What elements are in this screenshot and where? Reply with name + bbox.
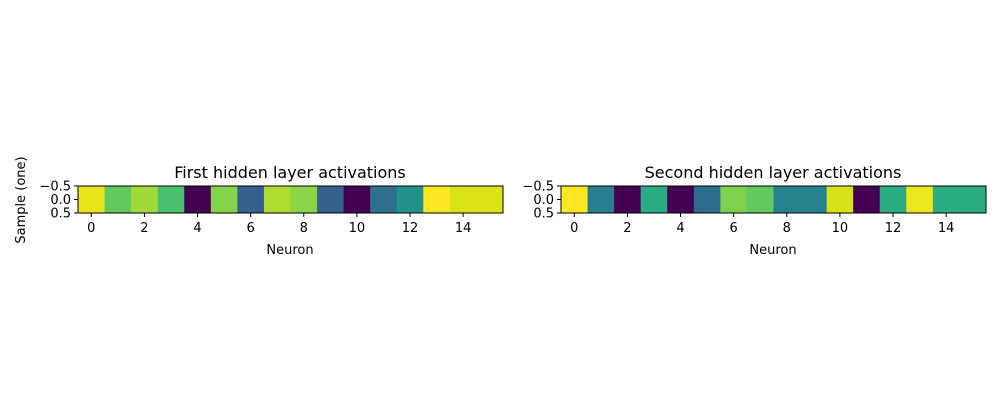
x-axis-label: Neuron <box>266 243 313 258</box>
x-tick-label: 10 <box>349 221 366 236</box>
heatmap-cell <box>561 186 589 213</box>
heatmap-cell <box>370 186 398 213</box>
heatmap-cell <box>640 186 668 213</box>
x-tick-label: 0 <box>570 221 578 236</box>
heatmap-cell <box>906 186 934 213</box>
heatmap-cell <box>423 186 451 213</box>
y-tick-label: 0.0 <box>533 193 554 208</box>
y-tick-label: −0.5 <box>39 180 71 195</box>
heatmap-cells <box>78 186 504 213</box>
heatmap-cell <box>853 186 881 213</box>
x-tick-label: 4 <box>676 221 684 236</box>
heatmap-cell <box>78 186 106 213</box>
x-tick-label: 8 <box>783 221 791 236</box>
x-tick-label: 4 <box>193 221 201 236</box>
heatmap-cell <box>184 186 212 213</box>
chart-title: First hidden layer activations <box>174 163 406 182</box>
y-tick-label: 0.0 <box>50 193 71 208</box>
heatmap-cell <box>959 186 987 213</box>
heatmap-cell <box>587 186 615 213</box>
panel-second-hidden-layer: Second hidden layer activations 0 2 4 6 8 10 1… <box>522 163 987 258</box>
x-tick-label: 6 <box>730 221 738 236</box>
y-tick-label: 0.5 <box>50 207 71 222</box>
heatmap-cell <box>157 186 185 213</box>
y-tick-label: −0.5 <box>522 180 554 195</box>
x-ticks: 0 2 4 6 8 10 12 14 <box>570 213 954 236</box>
heatmap-cells <box>561 186 987 213</box>
x-tick-label: 14 <box>938 221 955 236</box>
heatmap-cell <box>290 186 318 213</box>
heatmap-cell <box>800 186 828 213</box>
x-tick-label: 10 <box>832 221 849 236</box>
heatmap-cell <box>693 186 721 213</box>
panel-first-hidden-layer: First hidden layer activations 0 2 4 6 8 10 12… <box>39 163 504 258</box>
heatmap-cell <box>720 186 748 213</box>
heatmap-cell <box>343 186 371 213</box>
y-tick-label: 0.5 <box>533 207 554 222</box>
y-ticks: −0.50.00.5 <box>522 180 561 222</box>
heatmap-cell <box>879 186 907 213</box>
heatmap-cell <box>263 186 291 213</box>
heatmap-cell <box>104 186 132 213</box>
heatmap-cell <box>449 186 477 213</box>
heatmap-cell <box>826 186 854 213</box>
heatmap-cell <box>396 186 424 213</box>
x-tick-label: 12 <box>402 221 419 236</box>
x-ticks: 0 2 4 6 8 10 12 14 <box>87 213 471 236</box>
y-ticks: −0.50.00.5 <box>39 180 78 222</box>
x-tick-label: 12 <box>885 221 902 236</box>
heatmap-cell <box>667 186 695 213</box>
shared-y-axis-label: Sample (one) <box>14 156 29 243</box>
x-axis-label: Neuron <box>749 243 796 258</box>
heatmap-cell <box>614 186 642 213</box>
x-tick-label: 2 <box>140 221 148 236</box>
heatmap-cell <box>317 186 345 213</box>
x-tick-label: 2 <box>623 221 631 236</box>
heatmap-cell <box>131 186 159 213</box>
heatmap-cell <box>746 186 774 213</box>
heatmap-cell <box>476 186 504 213</box>
x-tick-label: 0 <box>87 221 95 236</box>
heatmap-cell <box>773 186 801 213</box>
chart-title: Second hidden layer activations <box>645 163 902 182</box>
x-tick-label: 6 <box>247 221 255 236</box>
heatmap-cell <box>237 186 265 213</box>
heatmap-cell <box>932 186 960 213</box>
x-tick-label: 8 <box>300 221 308 236</box>
heatmap-cell <box>210 186 238 213</box>
x-tick-label: 14 <box>455 221 472 236</box>
